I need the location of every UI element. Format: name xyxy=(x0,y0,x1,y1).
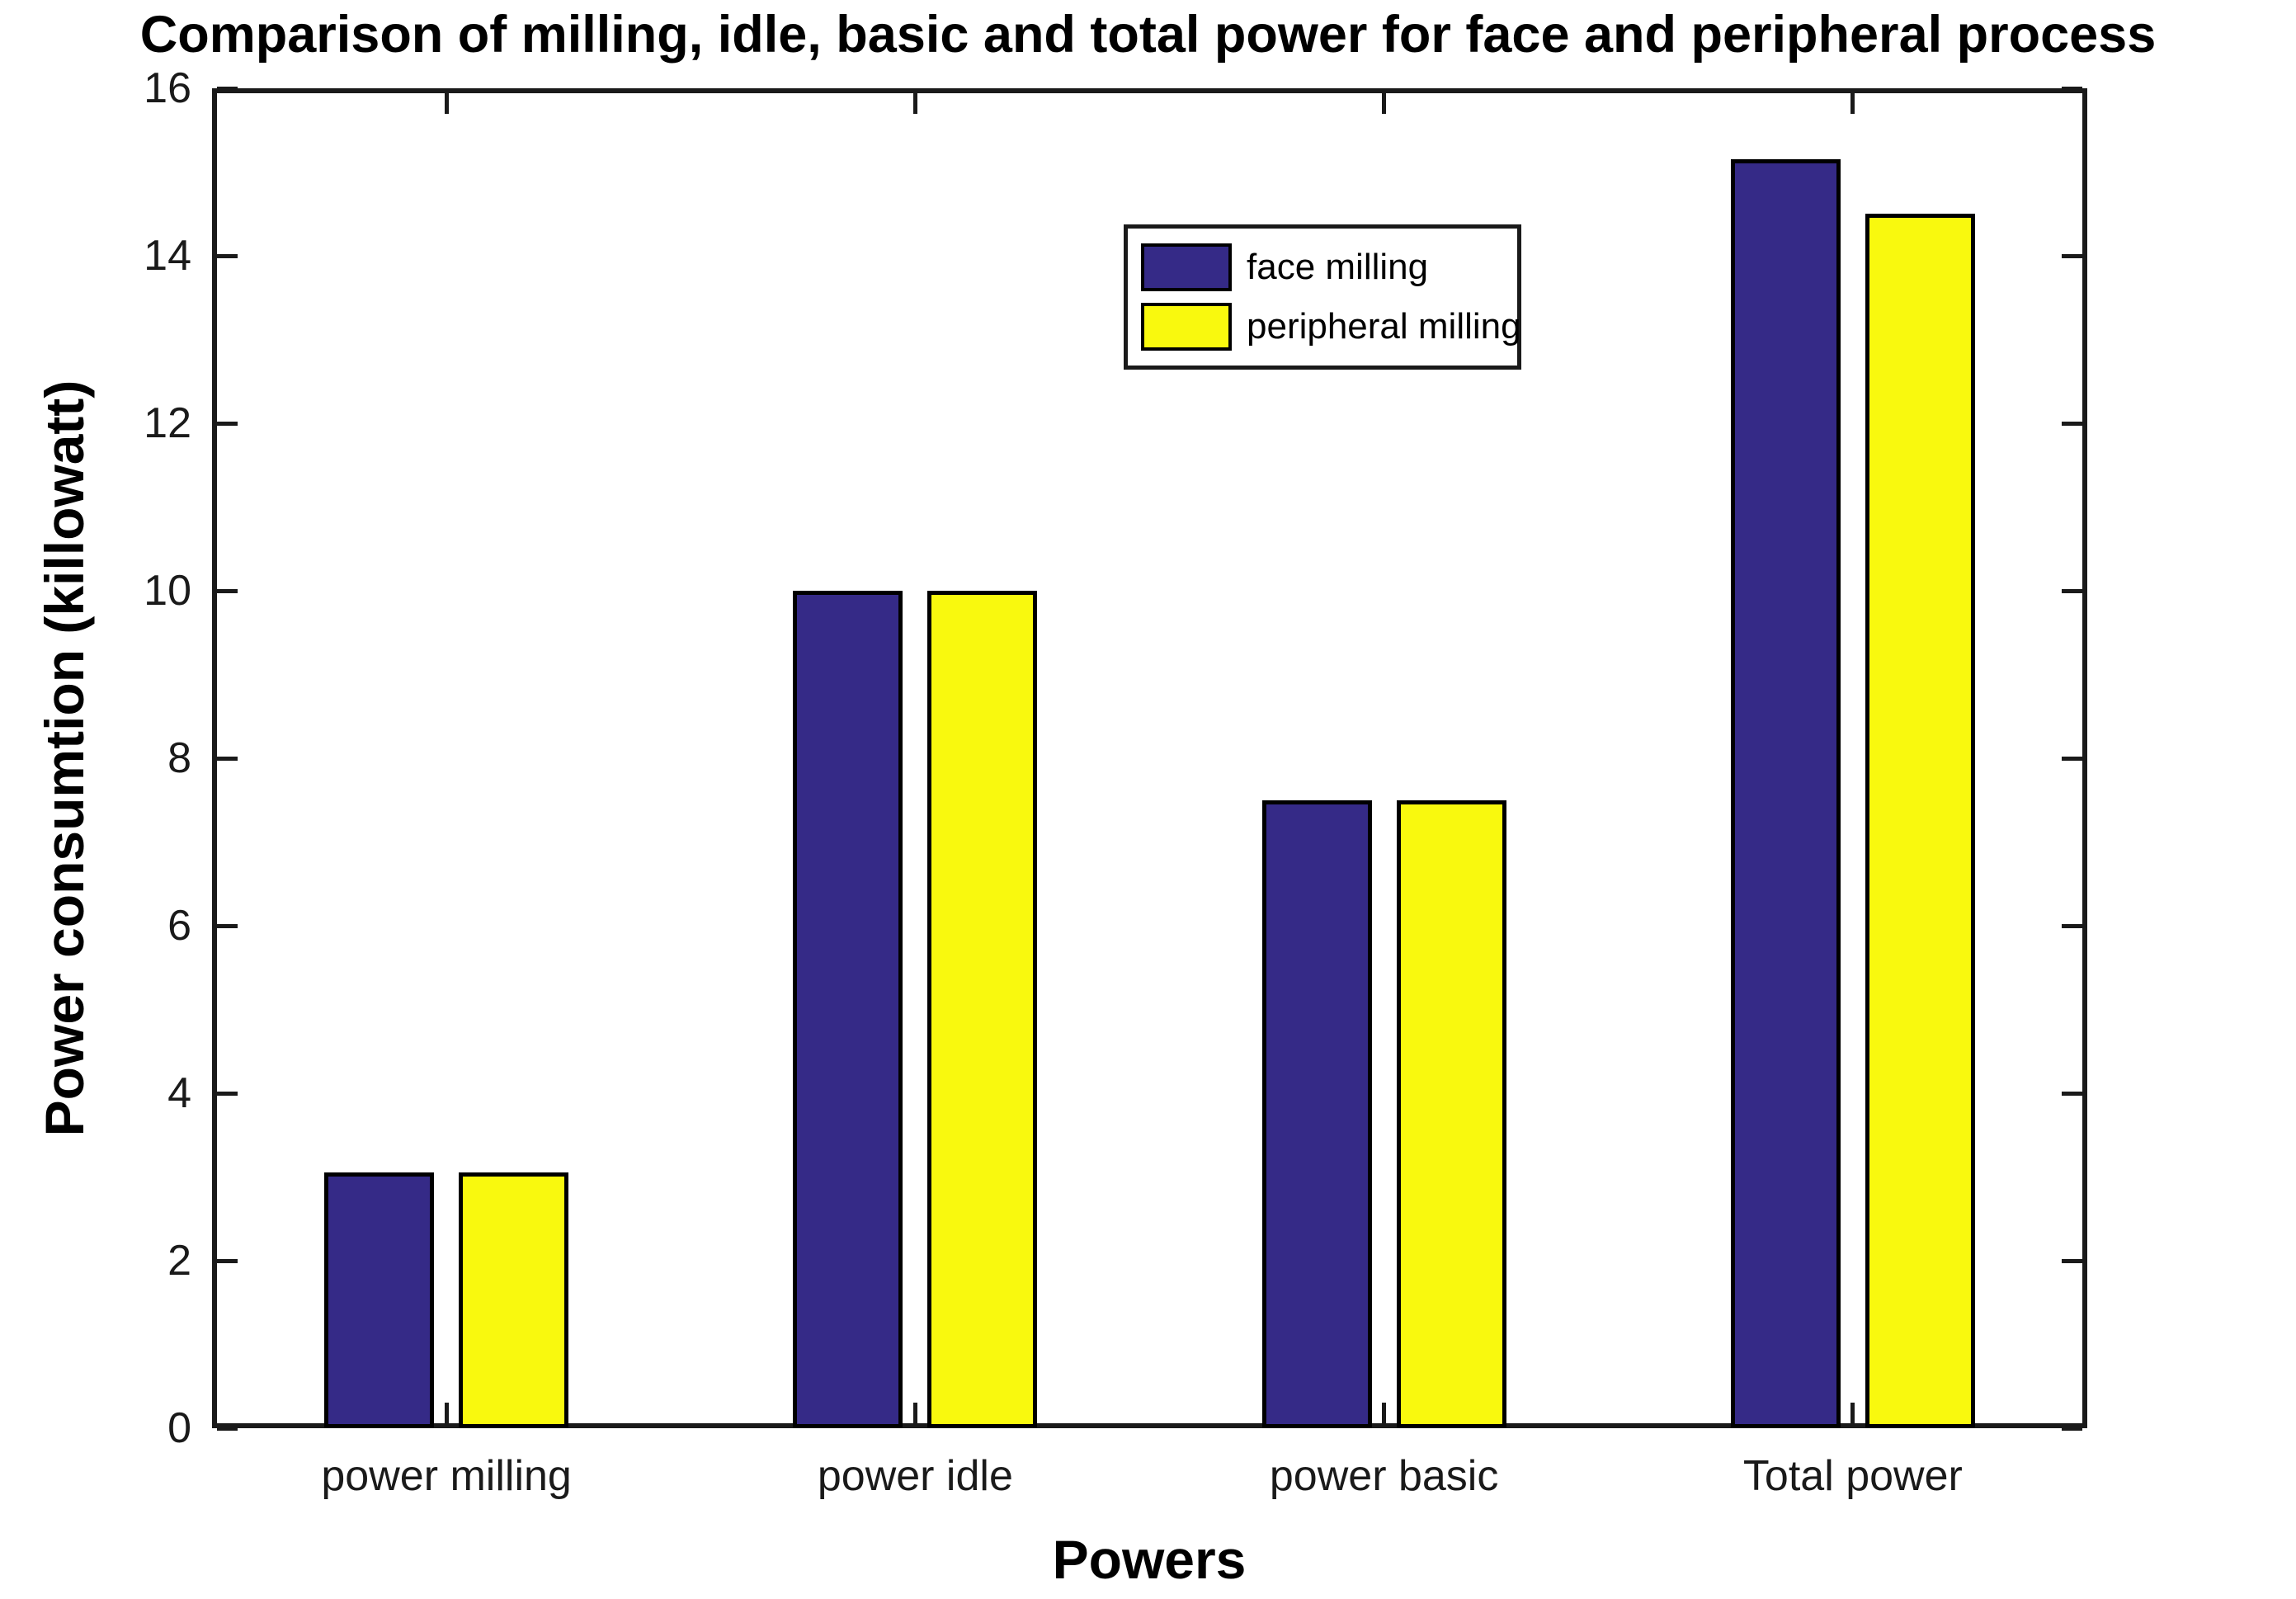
legend-swatch-face-milling xyxy=(1141,243,1232,291)
legend: face milling peripheral milling xyxy=(1124,224,1521,370)
x-tick xyxy=(444,1403,449,1423)
bar-face-milling-power-milling xyxy=(324,1172,435,1428)
y-tick xyxy=(217,923,238,928)
y-tick-right xyxy=(2062,923,2082,928)
legend-item-peripheral-milling: peripheral milling xyxy=(1141,303,1521,351)
bar-peripheral-milling-power-basic xyxy=(1396,800,1506,1428)
y-tick xyxy=(217,421,238,426)
y-tick-right xyxy=(2062,86,2082,91)
x-category-label-power-milling: power milling xyxy=(321,1452,572,1500)
legend-swatch-peripheral-milling xyxy=(1141,303,1232,351)
legend-label-face-milling: face milling xyxy=(1247,247,1429,287)
bar-peripheral-milling-power-idle xyxy=(927,591,1038,1428)
x-category-label-power-idle: power idle xyxy=(817,1452,1013,1500)
y-tick xyxy=(217,253,238,258)
y-tick-right xyxy=(2062,588,2082,593)
chart-title: Comparison of milling, idle, basic and t… xyxy=(139,6,2157,64)
bar-face-milling-power-idle xyxy=(793,591,903,1428)
bar-peripheral-milling-power-milling xyxy=(459,1172,569,1428)
x-tick xyxy=(1850,1403,1855,1423)
x-tick-top xyxy=(444,93,449,114)
y-tick xyxy=(217,86,238,91)
bar-face-milling-power-basic xyxy=(1261,800,1372,1428)
y-tick xyxy=(217,588,238,593)
y-tick-label: 8 xyxy=(167,734,191,782)
x-tick-top xyxy=(1382,93,1387,114)
x-tick xyxy=(912,1403,917,1423)
y-tick-label: 10 xyxy=(144,567,191,615)
y-tick-label: 14 xyxy=(144,232,191,280)
y-tick xyxy=(217,1258,238,1263)
bar-face-milling-total-power xyxy=(1730,159,1841,1428)
y-tick-right xyxy=(2062,253,2082,258)
x-tick xyxy=(1382,1403,1387,1423)
y-tick xyxy=(217,1091,238,1096)
x-category-label-total-power: Total power xyxy=(1742,1452,1963,1500)
y-tick-right xyxy=(2062,421,2082,426)
y-axis-label: Power consumtion (killowatt) xyxy=(34,380,95,1137)
y-tick-label: 4 xyxy=(167,1069,191,1117)
legend-label-peripheral-milling: peripheral milling xyxy=(1247,306,1521,347)
y-tick-label: 0 xyxy=(167,1404,191,1452)
bar-peripheral-milling-total-power xyxy=(1865,214,1975,1428)
y-tick-label: 6 xyxy=(167,902,191,950)
x-tick-top xyxy=(1850,93,1855,114)
legend-item-face-milling: face milling xyxy=(1141,243,1517,291)
y-tick-right xyxy=(2062,1091,2082,1096)
y-tick-label: 16 xyxy=(144,64,191,112)
y-tick-right xyxy=(2062,756,2082,761)
y-tick-label: 2 xyxy=(167,1237,191,1285)
y-tick-right xyxy=(2062,1258,2082,1263)
y-tick xyxy=(217,1426,238,1431)
y-tick xyxy=(217,756,238,761)
y-tick-right xyxy=(2062,1426,2082,1431)
x-tick-top xyxy=(912,93,917,114)
y-tick-label: 12 xyxy=(144,399,191,447)
x-axis-label: Powers xyxy=(1052,1529,1247,1590)
x-category-label-power-basic: power basic xyxy=(1269,1452,1499,1500)
